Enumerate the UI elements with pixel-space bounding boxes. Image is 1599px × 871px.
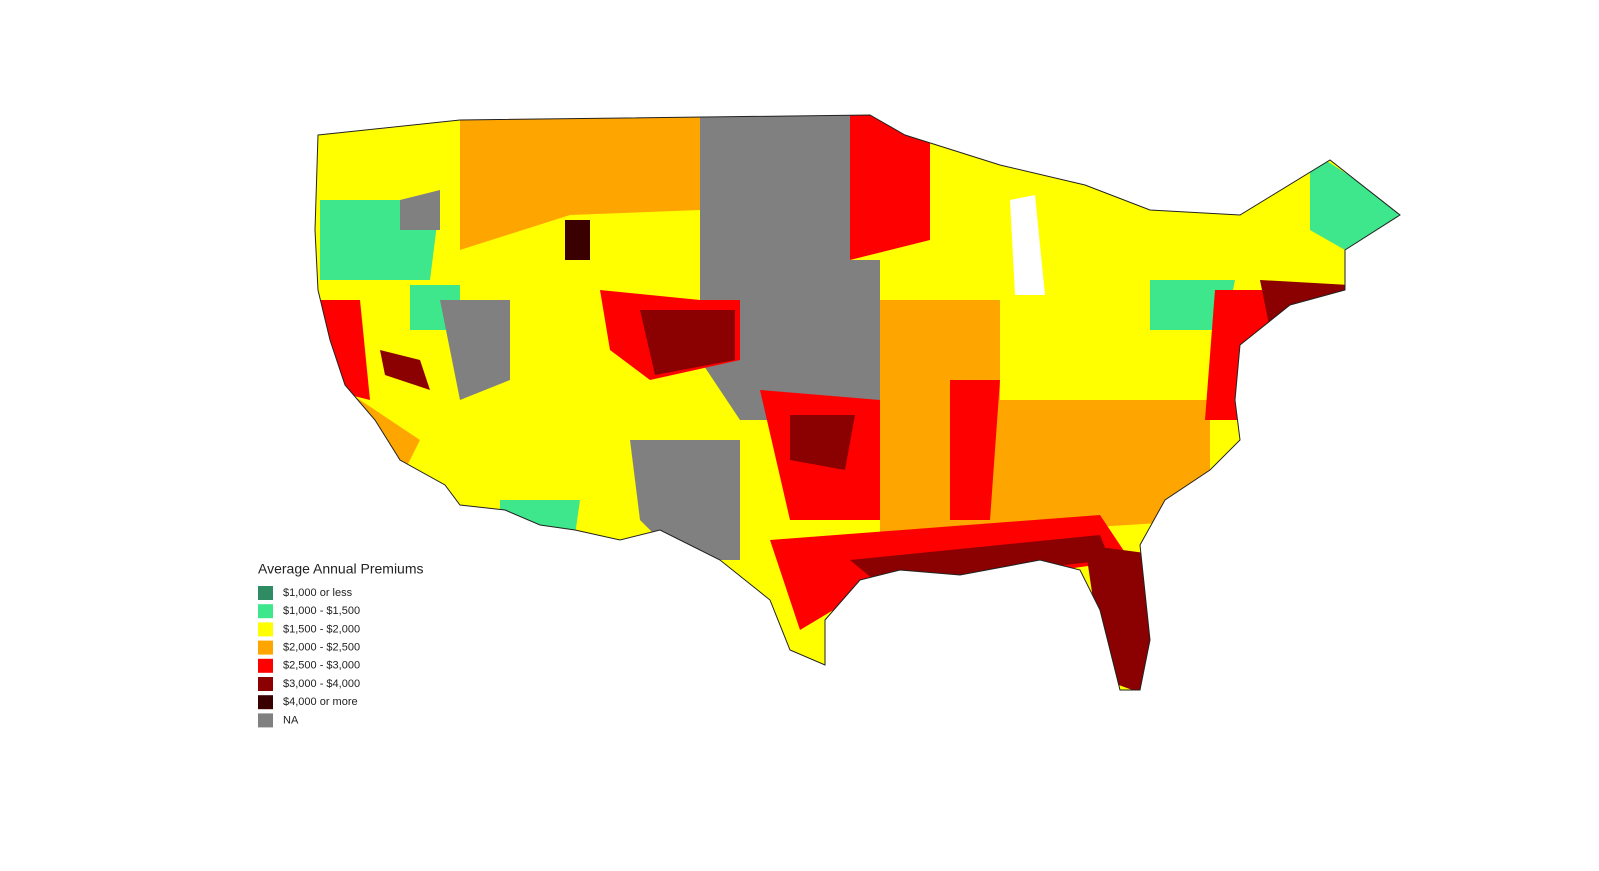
map-region — [850, 115, 930, 260]
legend: Average Annual Premiums $1,000 or less $1… — [258, 561, 424, 728]
legend-swatch — [258, 604, 273, 619]
legend-swatch — [258, 622, 273, 637]
map-region — [950, 380, 1000, 520]
legend-label: $2,500 - $3,000 — [283, 660, 360, 672]
legend-swatch — [258, 658, 273, 673]
us-map — [315, 115, 1400, 690]
map-region — [640, 310, 735, 375]
map-region — [460, 115, 700, 250]
map-region — [380, 350, 430, 390]
legend-swatch — [258, 586, 273, 600]
map-region — [1085, 545, 1160, 690]
lake — [1010, 195, 1045, 295]
map-region — [400, 190, 440, 230]
map-region — [1260, 280, 1350, 330]
map-region — [440, 300, 510, 400]
legend-label: $1,000 or less — [283, 587, 353, 599]
legend-swatch — [258, 677, 273, 691]
legend-label: $1,500 - $2,000 — [283, 623, 360, 635]
legend-label: $1,000 - $1,500 — [283, 605, 360, 617]
map-region — [1310, 150, 1400, 250]
legend-swatch — [258, 713, 273, 728]
legend-swatch — [258, 695, 273, 710]
map-region — [630, 440, 740, 560]
map-region — [880, 300, 1000, 400]
legend-label: $3,000 - $4,000 — [283, 678, 360, 690]
legend-swatch — [258, 640, 273, 655]
map-region — [700, 115, 850, 260]
map-region — [500, 400, 600, 530]
map-region — [500, 500, 580, 535]
legend-label: $4,000 or more — [283, 696, 358, 708]
map-region — [700, 260, 880, 420]
legend-label: NA — [283, 714, 299, 726]
map-region — [565, 220, 590, 260]
map-region — [880, 400, 1210, 540]
us-outline — [314, 114, 1401, 691]
legend-label: $2,000 - $2,500 — [283, 642, 360, 654]
map-region — [790, 415, 855, 470]
legend-title: Average Annual Premiums — [258, 561, 424, 577]
